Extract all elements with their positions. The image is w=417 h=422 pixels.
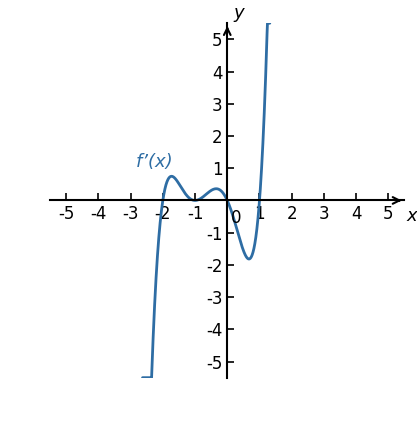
Text: y: y bbox=[233, 4, 244, 22]
Text: f’(x): f’(x) bbox=[136, 153, 173, 171]
Text: x: x bbox=[406, 207, 417, 225]
Text: 0: 0 bbox=[231, 209, 241, 227]
